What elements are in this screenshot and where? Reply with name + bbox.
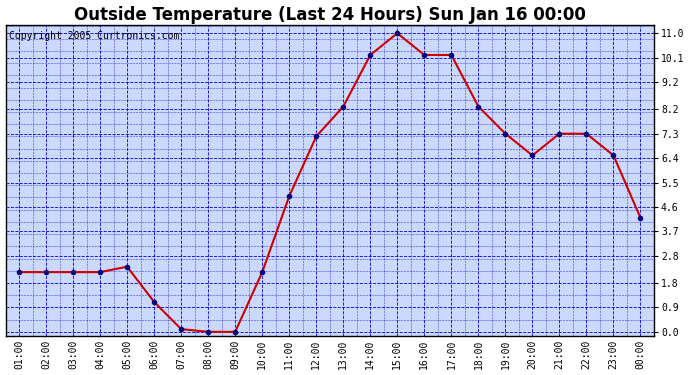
Title: Outside Temperature (Last 24 Hours) Sun Jan 16 00:00: Outside Temperature (Last 24 Hours) Sun … [74, 6, 586, 24]
Text: Copyright 2005 Curtronics.com: Copyright 2005 Curtronics.com [9, 32, 179, 41]
